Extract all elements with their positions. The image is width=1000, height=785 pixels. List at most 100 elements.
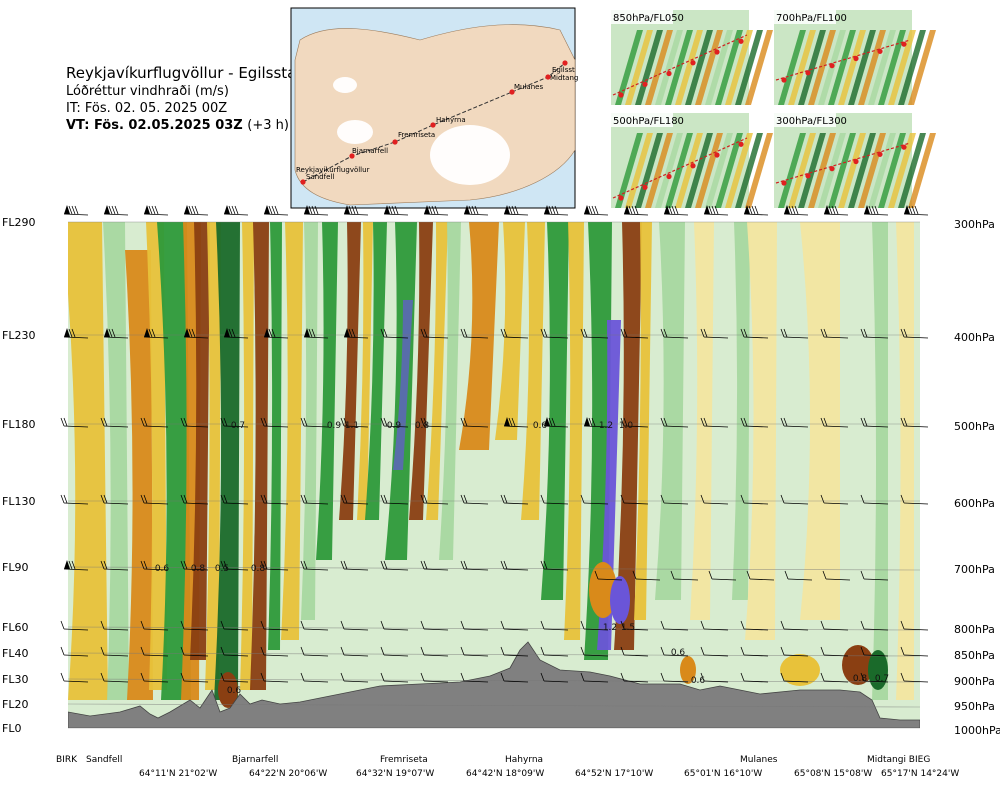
thumbnail-label: 700hPa/FL100 <box>776 13 847 24</box>
wind-column <box>655 222 685 600</box>
wind-barb <box>740 620 769 631</box>
wind-barb <box>260 620 289 631</box>
level-thumbnail[interactable]: 700hPa/FL100 <box>774 10 936 105</box>
wind-column <box>339 222 361 520</box>
value-label: 0.8 <box>191 564 206 574</box>
wind-barb <box>780 494 809 505</box>
waypoint-label: Fremriseta <box>380 755 428 765</box>
flight-level-label: FL60 <box>2 621 28 634</box>
pressure-label: 700hPa <box>954 563 995 576</box>
waypoint-marker[interactable] <box>349 153 355 159</box>
value-label: 0.8 <box>251 564 266 574</box>
wind-barb <box>503 205 529 216</box>
wind-barb <box>740 328 769 339</box>
map-waypoint-label: Bjarnarfell <box>352 147 388 155</box>
wind-barb <box>220 417 249 428</box>
value-label: 0.6 <box>155 564 170 574</box>
wind-barb <box>740 646 769 657</box>
waypoint-label: Mulanes <box>740 755 778 765</box>
wind-column <box>896 222 914 700</box>
wind-barb <box>183 205 209 216</box>
wind-barb <box>380 646 409 657</box>
waypoint-marker[interactable] <box>562 60 568 66</box>
pressure-label: 500hPa <box>954 420 995 433</box>
wind-barb <box>780 646 809 657</box>
wind-barb <box>860 672 889 683</box>
wind-barb <box>460 494 489 505</box>
map-waypoint-label: Egilsst <box>552 66 575 74</box>
waypoint-marker[interactable] <box>509 89 515 95</box>
wind-barb <box>180 494 209 505</box>
coordinate-label: 64°32'N 19°07'W <box>356 769 434 779</box>
wind-barb <box>220 620 249 631</box>
wind-barb <box>460 646 489 657</box>
waypoint-marker[interactable] <box>392 139 398 145</box>
wind-barb <box>663 205 689 216</box>
wind-barb <box>460 560 489 571</box>
flight-level-label: FL290 <box>2 216 35 229</box>
pressure-label: 600hPa <box>954 497 995 510</box>
wind-barb <box>340 672 369 683</box>
value-label: 0.8 <box>853 674 868 684</box>
map-waypoint-label: Hahyrna <box>436 116 466 124</box>
wind-barb <box>543 417 569 428</box>
wind-barb <box>140 560 169 571</box>
wind-barb <box>463 205 489 216</box>
wind-barb <box>620 494 649 505</box>
wind-barb <box>780 328 809 339</box>
waypoint-marker[interactable] <box>545 74 551 80</box>
wind-barbs <box>60 205 929 683</box>
wind-barb <box>783 205 809 216</box>
wind-barb <box>140 494 169 505</box>
wind-column <box>459 222 499 450</box>
wind-column <box>439 222 461 560</box>
flight-level-label: FL230 <box>2 329 35 342</box>
waypoint-label: Bjarnarfell <box>232 755 278 765</box>
wind-barb <box>183 328 209 339</box>
wind-barb <box>260 560 289 571</box>
wind-barb <box>263 205 289 216</box>
title-block: Reykjavíkurflugvöllur - Egilsstadir Lóðr… <box>66 64 316 134</box>
wind-column <box>250 222 269 690</box>
wind-barb <box>780 417 809 428</box>
wind-column <box>268 222 282 650</box>
valid-time: VT: Fös. 02.05.2025 03Z (+3 h) <box>66 117 316 134</box>
wind-barb <box>460 328 489 339</box>
wind-barb <box>380 328 409 339</box>
wind-cell <box>589 562 617 618</box>
value-label: 0.9 <box>327 421 342 431</box>
wind-barb <box>180 560 209 571</box>
level-thumbnail[interactable]: 300hPa/FL300 <box>774 113 936 208</box>
wind-barb <box>180 417 209 428</box>
wind-barb <box>260 672 289 683</box>
wind-barb <box>703 205 729 216</box>
wind-column <box>564 222 584 640</box>
wind-barb <box>140 646 169 657</box>
wind-barb <box>594 570 623 581</box>
wind-barb <box>220 494 249 505</box>
waypoint-marker[interactable] <box>300 179 306 185</box>
wind-barb <box>420 672 449 683</box>
wind-barb <box>820 328 849 339</box>
wind-barb <box>900 328 929 339</box>
wind-barb <box>420 328 449 339</box>
wind-barb <box>623 205 649 216</box>
wind-barb <box>380 560 409 571</box>
wind-barb <box>380 417 409 428</box>
level-thumbnail[interactable]: 500hPa/FL180 <box>611 113 773 208</box>
level-thumbnail[interactable]: 850hPa/FL050 <box>611 10 773 105</box>
waypoint-marker[interactable] <box>430 122 436 128</box>
wind-barb <box>220 560 249 571</box>
wind-barb <box>500 672 529 683</box>
wind-barb <box>660 494 689 505</box>
level-line <box>67 703 921 708</box>
waypoint-label: BIRK <box>56 755 78 765</box>
value-label: 0.8 <box>415 421 430 431</box>
pressure-label: 400hPa <box>954 331 995 344</box>
wind-barb <box>300 672 329 683</box>
map-waypoint-label: Mulanes <box>514 83 543 91</box>
wind-barb <box>670 570 699 581</box>
wind-barb <box>540 494 569 505</box>
